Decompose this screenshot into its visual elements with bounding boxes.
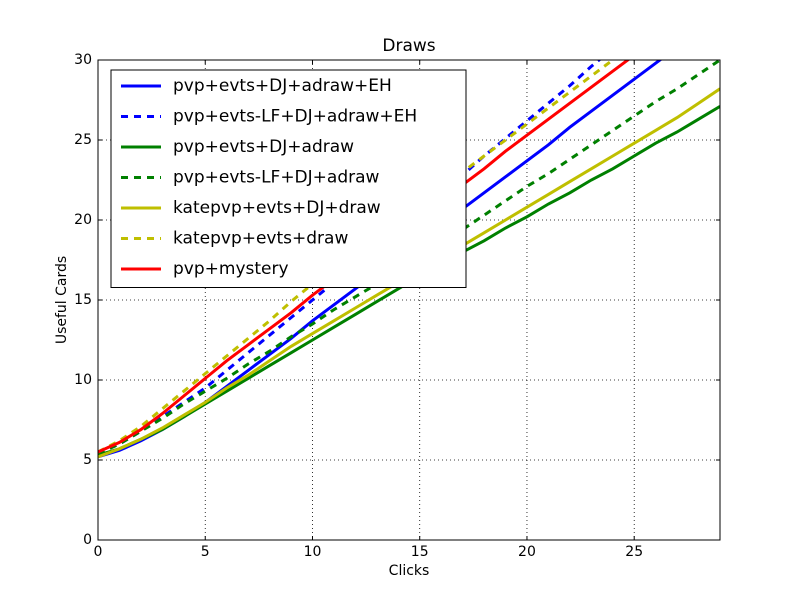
y-tick-label: 30 (74, 52, 92, 68)
y-tick-label: 20 (74, 212, 92, 228)
legend-label: pvp+evts+DJ+adraw (173, 137, 354, 157)
legend-label: katepvp+evts+draw (173, 229, 348, 249)
y-tick-label: 10 (74, 372, 92, 388)
legend-label: katepvp+evts+DJ+draw (173, 198, 381, 218)
x-tick-label: 10 (304, 544, 322, 560)
legend: pvp+evts+DJ+adraw+EH pvp+evts-LF+DJ+adraw… (110, 69, 467, 288)
plot-frame (97, 59, 721, 541)
y-axis-label: Useful Cards (54, 256, 70, 344)
legend-label: pvp+evts-LF+DJ+adraw (173, 168, 380, 188)
legend-box (110, 69, 467, 288)
x-tick-label: 5 (201, 544, 210, 560)
chart-title: Draws (382, 36, 435, 56)
x-tick-label: 25 (625, 544, 643, 560)
legend-label: pvp+evts-LF+DJ+adraw+EH (173, 107, 417, 127)
y-tick-label: 0 (83, 532, 92, 548)
legend-label: pvp+evts+DJ+adraw+EH (173, 76, 392, 96)
x-tick-label: 0 (94, 544, 103, 560)
y-tick-label: 25 (74, 132, 92, 148)
x-tick-label: 20 (518, 544, 536, 560)
x-axis-label: Clicks (389, 563, 430, 579)
y-tick-label: 5 (83, 452, 92, 468)
x-tick-label: 15 (411, 544, 429, 560)
y-tick-label: 15 (74, 292, 92, 308)
legend-label: pvp+mystery (173, 259, 289, 279)
